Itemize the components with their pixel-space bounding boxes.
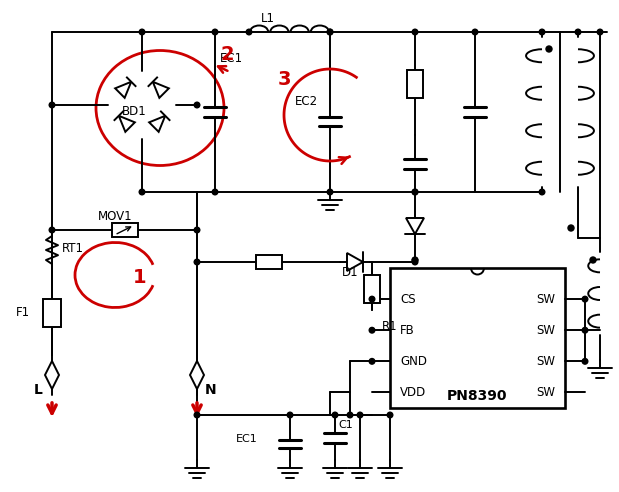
Text: EC1: EC1 — [220, 52, 243, 64]
Circle shape — [369, 359, 374, 364]
Circle shape — [539, 29, 545, 35]
Circle shape — [597, 29, 603, 35]
Circle shape — [139, 29, 145, 35]
Polygon shape — [153, 82, 169, 98]
Circle shape — [539, 189, 545, 195]
Circle shape — [412, 189, 418, 195]
Circle shape — [582, 359, 588, 364]
Text: 3: 3 — [278, 70, 292, 89]
Circle shape — [332, 412, 338, 418]
Circle shape — [412, 257, 418, 263]
Circle shape — [327, 189, 333, 195]
Bar — [390, 268, 565, 408]
Text: SW: SW — [536, 293, 555, 306]
Bar — [111, 223, 137, 237]
Text: L1: L1 — [261, 12, 275, 25]
Circle shape — [590, 257, 596, 263]
Circle shape — [246, 29, 252, 35]
Circle shape — [369, 296, 374, 302]
Text: C1: C1 — [338, 420, 353, 430]
Circle shape — [327, 29, 333, 35]
Bar — [364, 275, 380, 303]
Circle shape — [412, 259, 418, 265]
Circle shape — [412, 189, 418, 195]
Circle shape — [582, 327, 588, 333]
Circle shape — [194, 412, 200, 418]
Circle shape — [49, 102, 55, 108]
Text: PN8390: PN8390 — [448, 389, 508, 403]
Text: F1: F1 — [16, 306, 30, 318]
Text: GND: GND — [400, 355, 427, 368]
Circle shape — [347, 412, 353, 418]
Circle shape — [49, 227, 55, 233]
Bar — [407, 69, 423, 97]
Circle shape — [194, 227, 200, 233]
Text: SW: SW — [536, 386, 555, 399]
Circle shape — [357, 412, 363, 418]
Circle shape — [212, 189, 218, 195]
Polygon shape — [149, 116, 165, 132]
Polygon shape — [45, 361, 59, 389]
Text: R1: R1 — [382, 320, 397, 333]
Text: 1: 1 — [133, 268, 147, 287]
Text: EC2: EC2 — [295, 95, 318, 108]
Text: L: L — [33, 383, 43, 397]
Circle shape — [369, 327, 374, 333]
Text: SW: SW — [536, 355, 555, 368]
Text: VDD: VDD — [400, 386, 426, 399]
Circle shape — [412, 257, 418, 263]
Circle shape — [327, 29, 333, 35]
Circle shape — [546, 46, 552, 52]
Text: RT1: RT1 — [62, 242, 84, 254]
Circle shape — [568, 225, 574, 231]
Text: N: N — [205, 383, 217, 397]
Circle shape — [139, 189, 145, 195]
Bar — [256, 255, 282, 269]
Polygon shape — [406, 218, 424, 234]
Circle shape — [582, 296, 588, 302]
Circle shape — [387, 412, 393, 418]
Text: D1: D1 — [342, 266, 358, 279]
Circle shape — [194, 259, 200, 265]
Text: CS: CS — [400, 293, 415, 306]
Polygon shape — [190, 361, 204, 389]
Text: EC1: EC1 — [236, 434, 258, 444]
Polygon shape — [347, 253, 363, 271]
Circle shape — [287, 412, 293, 418]
Text: SW: SW — [536, 324, 555, 337]
Circle shape — [472, 29, 478, 35]
Circle shape — [575, 29, 581, 35]
Text: 2: 2 — [220, 45, 233, 64]
Circle shape — [194, 102, 200, 108]
Polygon shape — [115, 82, 131, 98]
Circle shape — [412, 29, 418, 35]
Text: MOV1: MOV1 — [98, 210, 132, 223]
Polygon shape — [119, 116, 135, 132]
Bar — [43, 299, 61, 327]
Text: BD1: BD1 — [121, 105, 146, 118]
Text: FB: FB — [400, 324, 415, 337]
Circle shape — [212, 29, 218, 35]
